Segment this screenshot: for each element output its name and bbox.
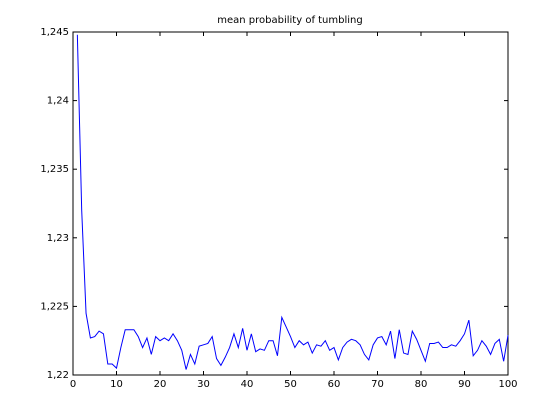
y-tick-label: 1,245: [40, 27, 69, 38]
x-tick-label: 100: [498, 379, 517, 390]
x-tick-label: 10: [110, 379, 123, 390]
x-tick-label: 40: [241, 379, 254, 390]
data-line: [76, 34, 509, 370]
y-tick-label: 1,22: [47, 370, 69, 381]
x-tick-label: 70: [371, 379, 384, 390]
y-tick-label: 1,24: [47, 96, 69, 107]
y-tick-label: 1,23: [47, 233, 69, 244]
x-tick-label: 50: [284, 379, 297, 390]
x-tick-label: 0: [70, 379, 76, 390]
y-tick-label: 1,235: [40, 164, 69, 175]
axes-box: [72, 31, 509, 376]
x-tick-label: 20: [154, 379, 167, 390]
x-tick-label: 30: [197, 379, 210, 390]
x-tick-label: 90: [458, 379, 471, 390]
x-tick-label: 80: [415, 379, 428, 390]
y-tick-label: 1,225: [40, 301, 69, 312]
chart-title: mean probability of tumbling: [217, 15, 362, 26]
x-tick-label: 60: [328, 379, 341, 390]
